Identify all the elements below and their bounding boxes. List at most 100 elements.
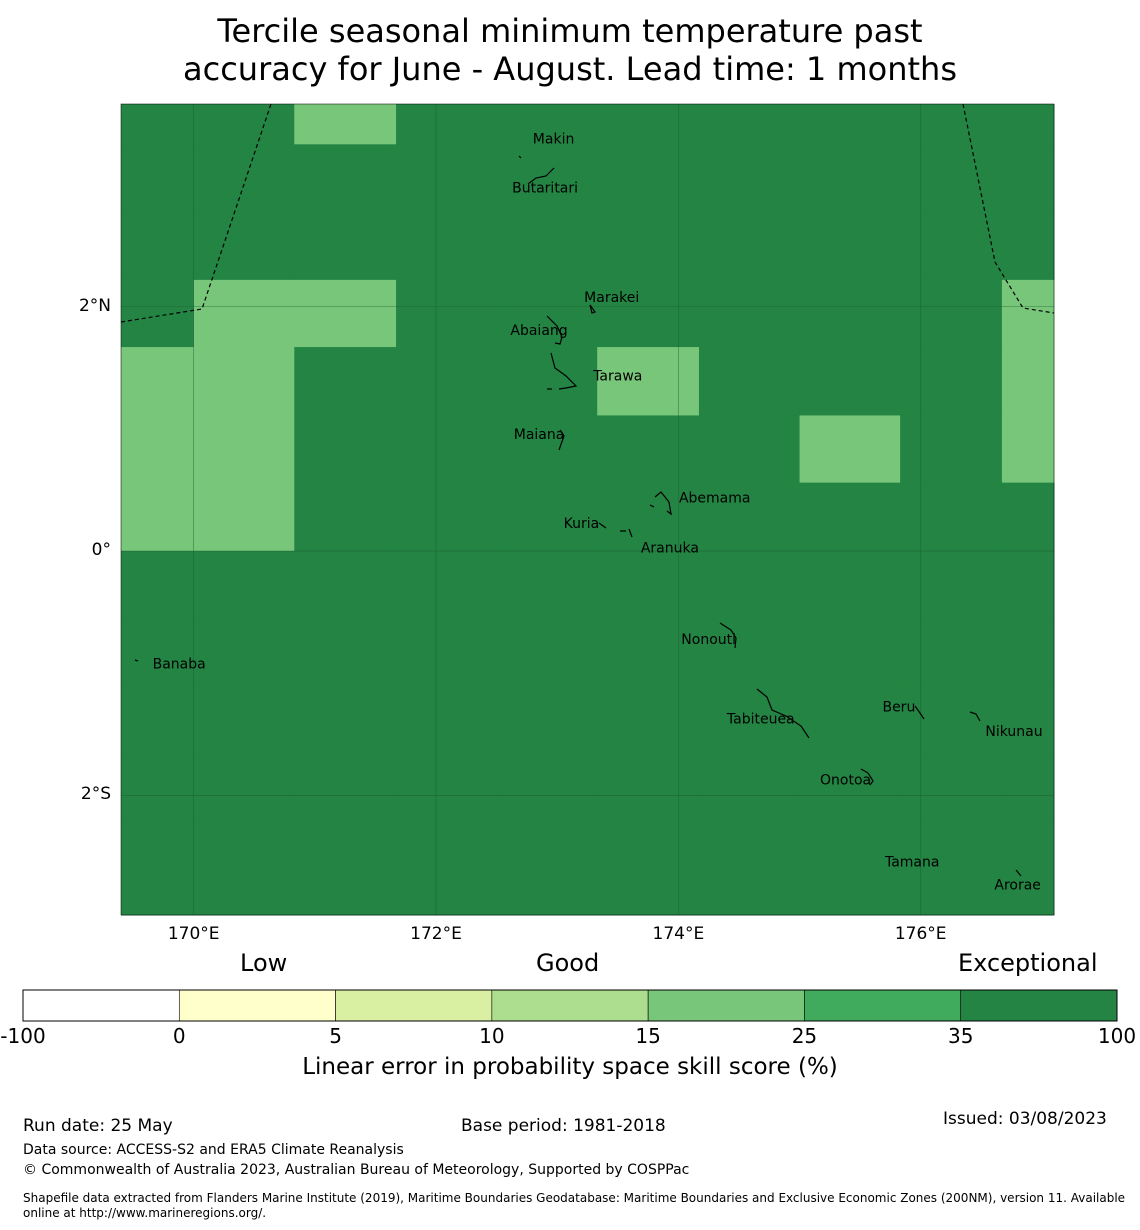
skill-grid-cells [121, 104, 1055, 916]
skill-cell [597, 754, 700, 823]
skill-cell [193, 415, 295, 484]
skill-cell [396, 415, 498, 484]
skill-cell [597, 482, 700, 552]
run-date: Run date: 25 May [23, 1116, 173, 1136]
skill-cell [1001, 482, 1055, 552]
island-label: Arorae [994, 878, 1041, 894]
skill-cell [121, 822, 195, 916]
skill-cell [121, 347, 195, 416]
skill-cell [698, 144, 801, 212]
skill-cell [193, 279, 295, 348]
skill-cell [396, 754, 498, 823]
island-label: Butaritari [512, 180, 578, 196]
skill-cell [799, 822, 901, 916]
skill-cell [193, 551, 295, 620]
colorbar-bin [178, 989, 336, 1022]
island-label: Tamana [884, 854, 939, 870]
skill-cell [121, 686, 195, 756]
skill-cell [597, 415, 700, 484]
island-label: Tarawa [592, 368, 642, 384]
skill-cell [294, 822, 397, 916]
skill-cell [121, 551, 195, 620]
island-shape-kuria [598, 522, 607, 529]
skill-cell [396, 686, 498, 756]
skill-cell [396, 347, 498, 416]
skill-cell [597, 551, 700, 620]
colorbar-tick-label: 100 [1097, 1024, 1137, 1048]
skill-cell [294, 211, 397, 281]
map-frame [120, 103, 1055, 916]
skill-cell [121, 619, 195, 688]
skill-cell [496, 211, 598, 281]
skill-cell [1001, 822, 1055, 916]
graticule [121, 104, 1054, 915]
skill-cell [193, 619, 295, 688]
island-shape-arorae [1015, 869, 1022, 877]
island-label: Marakei [584, 290, 639, 306]
island-shape-marakei [589, 304, 596, 314]
skill-cell [121, 754, 195, 823]
island-shape-butaritari [527, 167, 555, 185]
skill-cell [294, 619, 397, 688]
island-label: Abemama [679, 491, 751, 507]
island-shape-abemama [654, 491, 672, 516]
island-shape-maiana [558, 429, 565, 451]
colorbar-bins [22, 989, 1118, 1022]
skill-cell [121, 415, 195, 484]
skill-cell [193, 822, 295, 916]
maritime-boundaries [120, 103, 1055, 323]
skill-cell [121, 482, 195, 552]
colorbar-bin [22, 989, 180, 1022]
skill-cell [193, 104, 295, 145]
skill-cell [396, 279, 498, 348]
island-label: Maiana [514, 427, 565, 443]
skill-cell [294, 415, 397, 484]
skill-cell [698, 211, 801, 281]
category-exceptional: Exceptional [958, 949, 1098, 977]
island-label: Kuria [564, 516, 600, 532]
island-shape-onotoa [860, 768, 874, 786]
skill-cell [597, 686, 700, 756]
island-label: Beru [882, 699, 915, 715]
skill-cell [698, 104, 801, 145]
skill-cell [496, 686, 598, 756]
skill-cell [294, 551, 397, 620]
skill-cell [799, 686, 901, 756]
skill-cell [900, 104, 1003, 145]
skill-cell [396, 104, 498, 145]
skill-cell [698, 279, 801, 348]
longitude-tick-label: 174°E [652, 924, 705, 944]
skill-cell [900, 144, 1003, 212]
skill-cell [597, 619, 700, 688]
skill-cell [1001, 211, 1055, 281]
skill-cell [698, 754, 801, 823]
island-shape-abemama-west [649, 504, 655, 508]
eez-boundary-east [962, 103, 1055, 314]
skill-cell [1001, 619, 1055, 688]
skill-cell [121, 144, 195, 212]
island-label: Nikunau [985, 724, 1042, 740]
skill-cell [396, 551, 498, 620]
skill-cell [900, 822, 1003, 916]
skill-cell [698, 551, 801, 620]
skill-cell [698, 619, 801, 688]
island-shape-beru [914, 705, 925, 720]
skill-cell [597, 211, 700, 281]
skill-cell [121, 211, 195, 281]
skill-cell [799, 754, 901, 823]
skill-cell [294, 144, 397, 212]
skill-cell [900, 347, 1003, 416]
island-shape-makin [518, 155, 522, 159]
skill-cell [1001, 347, 1055, 416]
skill-cell [193, 144, 295, 212]
island-label: Abaiang [510, 323, 567, 339]
island-label: Makin [533, 131, 575, 147]
colorbar-tick-label: 35 [947, 1024, 974, 1048]
data-source: Data source: ACCESS-S2 and ERA5 Climate … [23, 1142, 404, 1158]
copyright-notice: © Commonwealth of Australia 2023, Austra… [23, 1162, 690, 1178]
island-shape-tabiteuea [756, 688, 810, 739]
island-label: Aranuka [641, 541, 699, 557]
skill-cell [496, 347, 598, 416]
skill-cell [799, 211, 901, 281]
island-label: Banaba [153, 657, 206, 673]
